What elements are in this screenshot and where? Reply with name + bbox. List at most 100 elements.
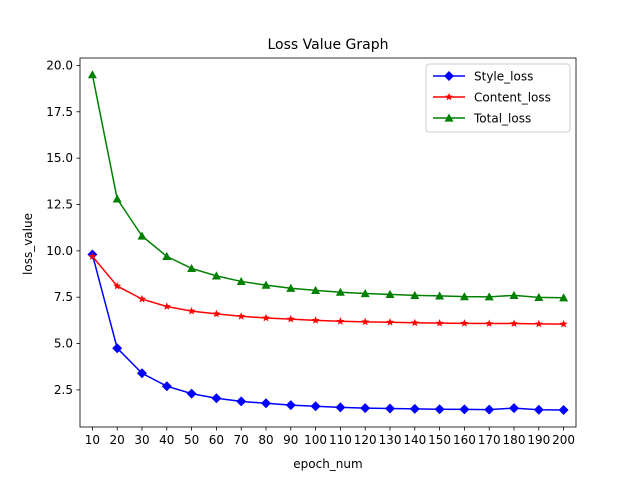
data-point-style-loss: [186, 388, 197, 399]
data-point-total-loss: [335, 287, 345, 296]
y-axis: 2.5 5.0 7.5 10.0 12.5 15.0 17.5 20.0: [46, 58, 80, 397]
data-point-total-loss: [211, 271, 221, 280]
data-point-total-loss: [187, 263, 197, 273]
x-tick-label: 20: [110, 433, 125, 447]
legend: Style_loss Content_loss Total_loss: [425, 63, 571, 133]
x-tick-label: 40: [159, 433, 174, 447]
x-tick-label: 190: [527, 433, 550, 447]
data-point-style-loss: [137, 368, 147, 379]
series-line-content-loss: [91, 255, 564, 325]
data-point-total-loss: [112, 194, 122, 203]
data-point-content-loss: [559, 319, 568, 328]
data-point-total-loss: [385, 289, 395, 299]
legend-label-total-loss: Total_loss: [473, 112, 531, 126]
data-point-style-loss: [533, 404, 544, 415]
x-tick-label: 90: [283, 433, 298, 447]
data-point-total-loss: [236, 276, 246, 286]
data-point-content-loss: [187, 306, 196, 315]
legend-item-content-loss: Content_loss: [433, 91, 551, 105]
x-tick-label: 50: [184, 433, 199, 447]
data-point-style-loss: [285, 400, 296, 411]
x-axis-label: epoch_num: [293, 457, 362, 471]
series-line-total-loss: [91, 74, 564, 299]
data-point-total-loss: [261, 280, 271, 289]
x-axis: 10 20 30 40 50 60 70 80 90 100 110 120 130 140 150 160 1…: [85, 427, 575, 447]
data-point-total-loss: [87, 70, 97, 79]
data-point-content-loss: [212, 309, 221, 318]
data-point-total-loss: [137, 231, 147, 240]
data-point-total-loss: [459, 292, 469, 301]
data-point-style-loss: [161, 381, 172, 392]
data-point-content-loss: [336, 317, 345, 325]
data-point-content-loss: [410, 318, 419, 327]
legend-box: [425, 63, 571, 133]
data-point-total-loss: [484, 292, 494, 301]
x-tick-label: 10: [85, 433, 100, 447]
data-point-style-loss: [360, 403, 371, 414]
data-point-total-loss: [509, 290, 519, 299]
y-tick-label: 15.0: [46, 151, 73, 165]
x-tick-label: 30: [134, 433, 149, 447]
x-tick-label: 180: [503, 433, 526, 447]
y-tick-label: 10.0: [46, 244, 73, 258]
data-point-content-loss: [386, 318, 394, 326]
legend-label-content-loss: Content_loss: [474, 91, 551, 105]
plot-area: [79, 57, 577, 428]
data-point-style-loss: [459, 404, 470, 415]
x-tick-label: 170: [478, 433, 501, 447]
data-point-style-loss: [484, 404, 495, 415]
data-point-style-loss: [236, 396, 247, 407]
data-point-style-loss: [509, 403, 519, 414]
data-point-content-loss: [286, 314, 295, 323]
x-tick-label: 70: [234, 433, 249, 447]
data-point-style-loss: [261, 398, 271, 409]
data-point-style-loss: [112, 343, 123, 354]
data-point-style-loss: [211, 393, 222, 404]
x-tick-label: 140: [403, 433, 426, 447]
data-point-content-loss: [485, 319, 494, 327]
data-point-content-loss: [262, 313, 270, 322]
data-point-content-loss: [460, 319, 469, 327]
x-tick-label: 100: [304, 433, 327, 447]
plot-frame: [79, 57, 577, 428]
data-point-total-loss: [534, 292, 544, 301]
legend-marker-total-loss: [444, 113, 454, 122]
y-axis-label: loss_value: [21, 213, 35, 275]
chart-title: Loss Value Graph: [268, 37, 389, 53]
y-tick-label: 20.0: [46, 58, 73, 72]
x-tick-label: 120: [354, 433, 377, 447]
legend-marker-content-loss: [445, 92, 453, 101]
data-point-content-loss: [88, 252, 97, 260]
data-point-content-loss: [534, 319, 543, 328]
series-content-loss: [88, 252, 568, 328]
data-point-content-loss: [361, 317, 370, 326]
data-point-content-loss: [237, 312, 246, 320]
data-point-style-loss: [434, 404, 445, 415]
y-tick-label: 5.0: [54, 337, 73, 351]
data-point-style-loss: [310, 401, 321, 412]
legend-item-total-loss: Total_loss: [433, 112, 531, 126]
data-point-content-loss: [162, 302, 171, 310]
y-tick-label: 17.5: [46, 105, 73, 119]
data-point-style-loss: [385, 403, 395, 414]
x-tick-label: 110: [329, 433, 352, 447]
data-point-total-loss: [410, 290, 420, 299]
series-style-loss: [87, 249, 569, 415]
data-point-total-loss: [435, 291, 445, 300]
y-tick-label: 2.5: [54, 383, 73, 397]
y-tick-label: 7.5: [54, 290, 73, 304]
data-point-total-loss: [360, 288, 370, 298]
data-point-content-loss: [138, 294, 146, 303]
data-point-total-loss: [311, 285, 321, 294]
data-point-content-loss: [510, 319, 518, 327]
data-point-content-loss: [311, 316, 320, 324]
series-total-loss: [87, 70, 569, 302]
series-layer: [87, 70, 569, 415]
x-tick-label: 130: [379, 433, 402, 447]
x-tick-label: 60: [209, 433, 224, 447]
x-tick-label: 150: [428, 433, 451, 447]
data-point-content-loss: [435, 318, 444, 327]
legend-marker-style-loss: [444, 71, 454, 81]
